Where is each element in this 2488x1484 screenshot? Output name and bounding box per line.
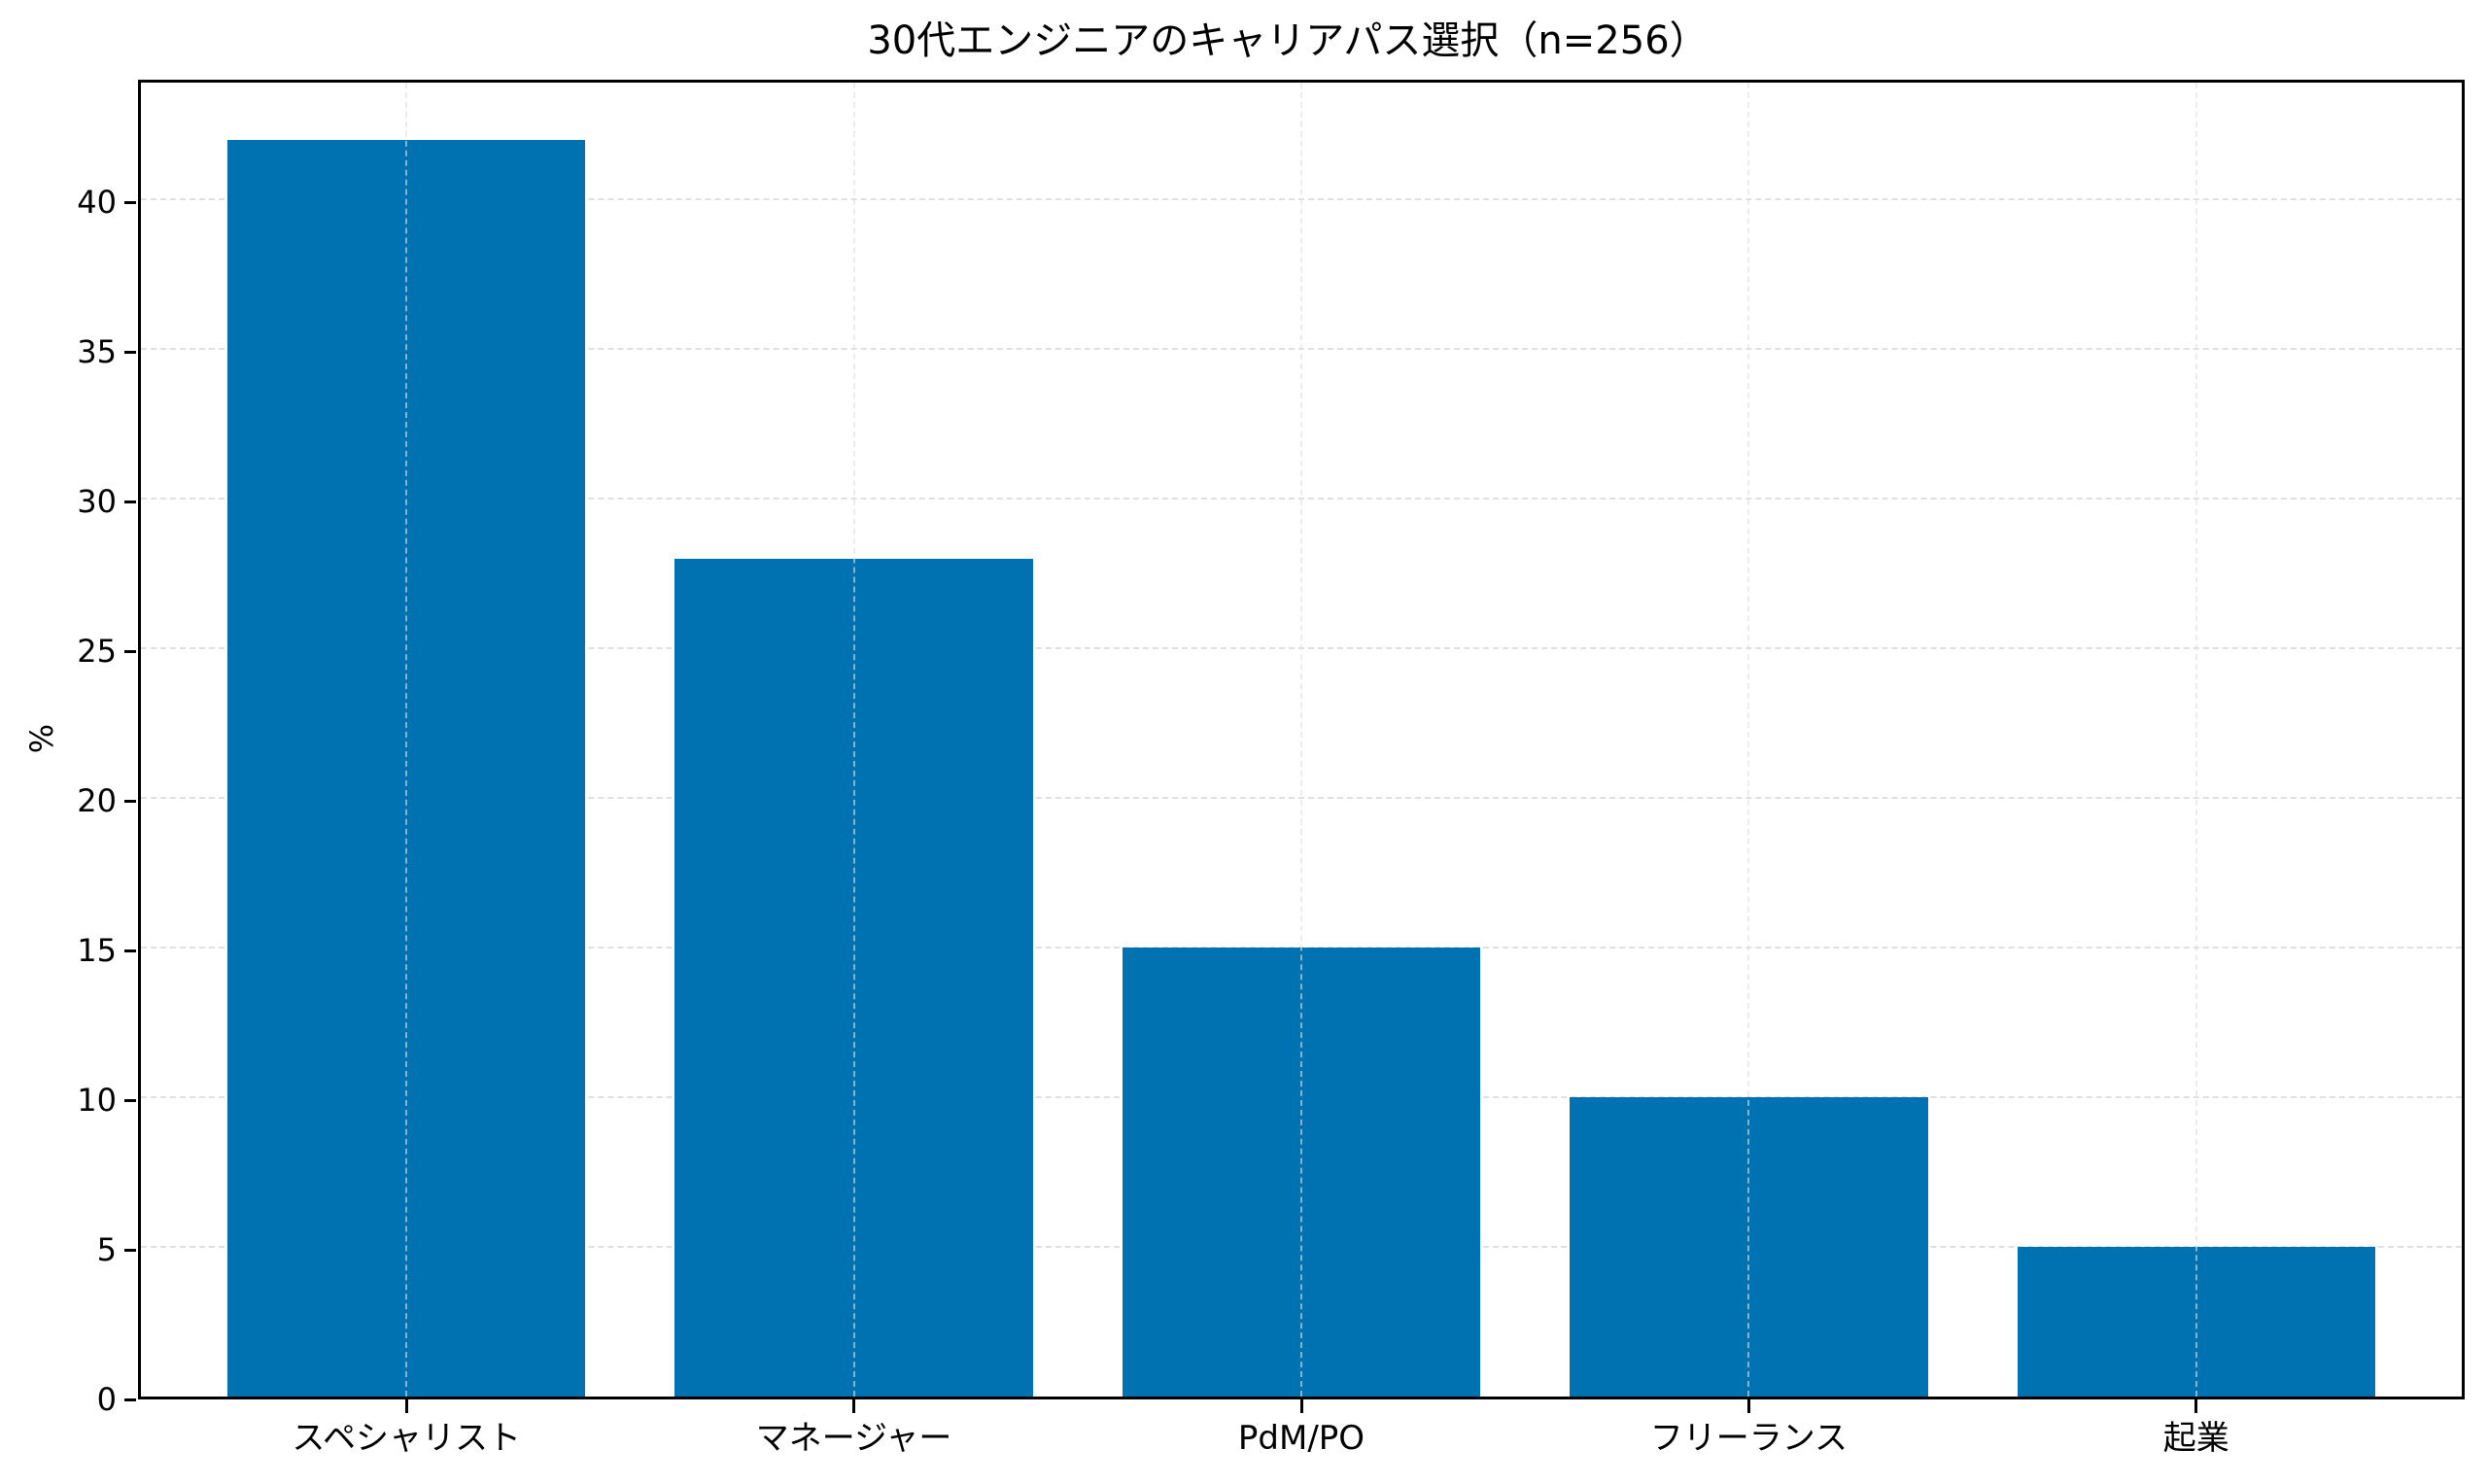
y-tick-mark — [124, 200, 136, 204]
x-tick-label: PdM/PO — [1237, 1419, 1365, 1458]
y-tick-label: 0 — [96, 1381, 117, 1418]
y-tick-mark — [124, 500, 136, 503]
y-tick-label: 35 — [77, 333, 117, 371]
gridline-vertical — [1300, 83, 1302, 1397]
y-tick-label: 15 — [77, 932, 117, 970]
y-tick-label: 25 — [77, 633, 117, 671]
gridline-vertical — [405, 83, 408, 1397]
x-tick-label: フリーランス — [1649, 1419, 1849, 1458]
y-tick-label: 20 — [77, 782, 117, 820]
y-tick-label: 10 — [77, 1082, 117, 1120]
gridline-vertical — [852, 83, 855, 1397]
y-tick-mark — [124, 949, 136, 952]
gridline-vertical — [1747, 83, 1750, 1397]
x-tick-mark — [404, 1399, 408, 1413]
x-tick-mark — [1746, 1399, 1750, 1413]
x-tick-mark — [1299, 1399, 1303, 1413]
y-tick-mark — [124, 799, 136, 803]
y-tick-mark — [124, 350, 136, 354]
y-tick-mark — [124, 649, 136, 653]
y-tick-mark — [124, 1398, 136, 1401]
y-tick-mark — [124, 1098, 136, 1102]
y-tick-mark — [124, 1248, 136, 1252]
gridline-vertical — [2194, 83, 2197, 1397]
y-tick-label: 40 — [77, 184, 117, 222]
x-tick-label: スペシャリスト — [292, 1419, 522, 1458]
y-axis-label: % — [23, 723, 60, 754]
x-tick-mark — [852, 1399, 856, 1413]
y-tick-label: 5 — [96, 1231, 117, 1269]
y-tick-label: 30 — [77, 483, 117, 521]
chart-title: 30代エンジニアのキャリアパス選択（n=256） — [867, 18, 1709, 63]
plot-area — [138, 80, 2465, 1399]
x-tick-label: 起業 — [2162, 1419, 2229, 1458]
x-tick-mark — [2194, 1399, 2198, 1413]
x-tick-label: マネージャー — [755, 1419, 952, 1458]
